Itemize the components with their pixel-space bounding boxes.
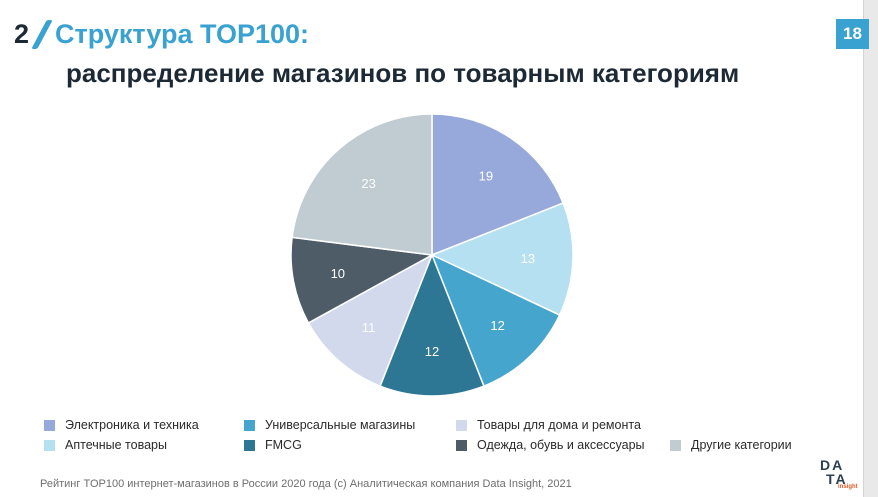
legend-item-fmcg: FMCG <box>244 438 302 452</box>
pie-slice-label: 19 <box>479 169 493 184</box>
pie-slice-label: 13 <box>521 251 535 266</box>
pie-slice-label: 12 <box>425 344 439 359</box>
logo-text-line1: DA <box>820 457 845 473</box>
page-title: Структура TOP100: <box>55 18 310 49</box>
section-number: 2 <box>14 18 30 49</box>
pie-slice <box>430 253 561 388</box>
legend-swatch <box>44 439 55 451</box>
logo-text-line3: insight <box>838 484 858 490</box>
right-edge-divider <box>863 0 864 497</box>
source-footnote: Рейтинг TOP100 интернет-магазинов в Росс… <box>40 478 572 490</box>
legend-swatch <box>44 419 55 431</box>
legend-label: Универсальные магазины <box>265 418 416 432</box>
legend-label: Другие категории <box>691 438 792 452</box>
legend-item-pharmacy: Аптечные товары <box>44 438 167 452</box>
pie-slice-label: 23 <box>361 176 375 191</box>
pie-slice-label: 10 <box>331 266 345 281</box>
pie-slice-label: 12 <box>490 318 504 333</box>
legend-swatch <box>456 419 467 431</box>
page-number-badge: 18 <box>836 19 869 49</box>
pie-slice-label: 11 <box>362 320 376 335</box>
legend-label: Одежда, обувь и аксессуары <box>477 438 645 452</box>
right-edge-bar <box>864 0 878 497</box>
data-insight-logo: DA TA insight <box>818 456 862 492</box>
legend-item-electronics: Электроника и техника <box>44 418 199 432</box>
pie-chart: 19 13 12 12 11 10 23 <box>290 113 574 397</box>
pie-slice <box>431 113 565 257</box>
legend-label: FMCG <box>265 438 302 452</box>
legend-label: Электроника и техника <box>65 418 199 432</box>
legend-label: Аптечные товары <box>65 438 167 452</box>
legend-item-other: Другие категории <box>670 438 792 452</box>
legend-swatch <box>244 439 255 451</box>
legend-swatch <box>244 419 255 431</box>
page-subtitle: распределение магазинов по товарным кате… <box>66 58 740 88</box>
pie-slice <box>430 202 574 317</box>
legend-label: Товары для дома и ремонта <box>477 418 641 432</box>
legend-swatch <box>456 439 467 451</box>
legend-item-clothing: Одежда, обувь и аксессуары <box>456 438 645 452</box>
logo-text-line2: TA <box>826 471 848 487</box>
legend-swatch <box>670 439 681 451</box>
pie-slice <box>379 252 485 397</box>
legend-item-home: Товары для дома и ремонта <box>456 418 641 432</box>
pie-slice <box>307 253 434 388</box>
legend-item-universal: Универсальные магазины <box>244 418 415 432</box>
pie-slice <box>291 113 433 256</box>
pie-slice <box>290 236 435 324</box>
slide-title: 2 Структура TOP100: <box>14 14 309 54</box>
chart-legend: Электроника и техника Аптечные товары Ун… <box>44 416 824 460</box>
